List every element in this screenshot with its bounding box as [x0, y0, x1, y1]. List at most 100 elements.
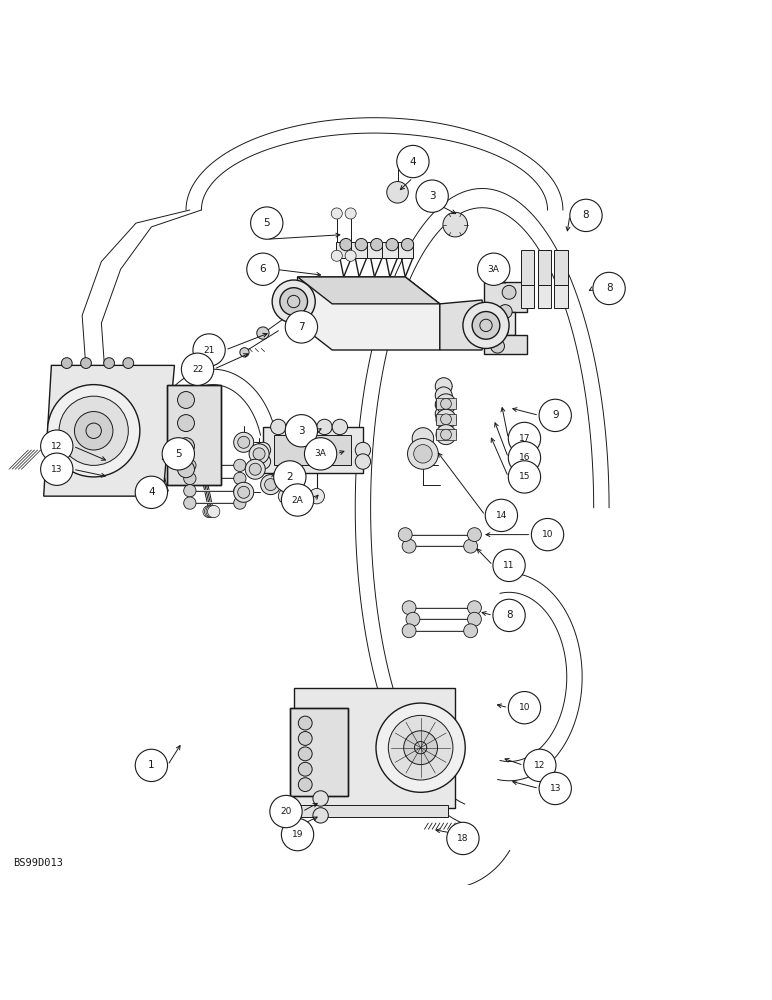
Circle shape — [376, 703, 466, 792]
Circle shape — [249, 463, 261, 475]
Bar — [367, 242, 382, 258]
Text: 4: 4 — [410, 157, 416, 167]
Circle shape — [271, 419, 286, 435]
Circle shape — [191, 452, 204, 464]
Circle shape — [435, 405, 452, 422]
Circle shape — [135, 749, 168, 782]
Circle shape — [184, 459, 196, 472]
Circle shape — [317, 419, 332, 435]
Text: 9: 9 — [552, 410, 558, 420]
Circle shape — [508, 442, 540, 474]
Polygon shape — [297, 277, 440, 304]
Bar — [351, 242, 367, 258]
Circle shape — [468, 601, 482, 615]
Circle shape — [206, 505, 218, 518]
Circle shape — [486, 499, 517, 532]
Circle shape — [406, 612, 420, 626]
Circle shape — [401, 238, 414, 251]
Circle shape — [388, 715, 453, 780]
Polygon shape — [44, 365, 174, 496]
Bar — [398, 242, 413, 258]
Circle shape — [279, 288, 307, 315]
Circle shape — [345, 208, 356, 219]
Circle shape — [441, 398, 452, 409]
Circle shape — [261, 475, 280, 495]
Circle shape — [593, 272, 625, 305]
Circle shape — [80, 358, 91, 368]
Circle shape — [273, 280, 315, 323]
Circle shape — [59, 396, 128, 465]
Circle shape — [414, 445, 432, 463]
Circle shape — [463, 302, 509, 348]
Circle shape — [436, 394, 456, 414]
Text: 18: 18 — [457, 834, 469, 843]
Circle shape — [508, 422, 540, 455]
Bar — [537, 250, 551, 285]
Circle shape — [208, 505, 220, 518]
Circle shape — [253, 448, 265, 460]
Text: 11: 11 — [503, 561, 515, 570]
Circle shape — [387, 182, 408, 203]
Circle shape — [184, 485, 196, 497]
Text: 3: 3 — [428, 191, 435, 201]
Polygon shape — [293, 688, 455, 808]
Text: 3A: 3A — [488, 265, 499, 274]
Text: 4: 4 — [148, 487, 154, 497]
Circle shape — [441, 429, 452, 440]
Bar — [263, 427, 363, 473]
Circle shape — [397, 145, 429, 178]
Circle shape — [494, 324, 508, 338]
Circle shape — [203, 505, 215, 518]
Text: 15: 15 — [519, 472, 530, 481]
Circle shape — [270, 795, 302, 828]
Circle shape — [234, 472, 246, 485]
Text: 1: 1 — [148, 760, 154, 770]
Circle shape — [441, 414, 452, 425]
Circle shape — [123, 358, 134, 368]
Circle shape — [443, 212, 468, 237]
Circle shape — [298, 716, 312, 730]
Circle shape — [472, 312, 499, 339]
Circle shape — [298, 778, 312, 792]
Circle shape — [265, 479, 276, 491]
Circle shape — [435, 387, 452, 404]
Circle shape — [281, 818, 313, 851]
Circle shape — [468, 612, 482, 626]
Circle shape — [74, 412, 113, 450]
Circle shape — [41, 430, 73, 462]
Circle shape — [184, 497, 196, 509]
Circle shape — [304, 438, 337, 470]
Circle shape — [184, 472, 196, 485]
Text: 5: 5 — [263, 218, 270, 228]
Text: 10: 10 — [542, 530, 554, 539]
Text: 19: 19 — [292, 830, 303, 839]
Circle shape — [402, 601, 416, 615]
Text: 2: 2 — [286, 472, 293, 482]
Circle shape — [178, 415, 195, 432]
Circle shape — [251, 207, 283, 239]
Circle shape — [205, 505, 217, 518]
Circle shape — [331, 208, 342, 219]
Text: 8: 8 — [606, 283, 612, 293]
Bar — [290, 708, 347, 796]
Circle shape — [408, 438, 438, 469]
Circle shape — [493, 599, 525, 632]
Circle shape — [62, 358, 72, 368]
Circle shape — [181, 353, 214, 385]
Circle shape — [281, 484, 313, 516]
Bar — [382, 242, 398, 258]
Circle shape — [301, 419, 317, 435]
Bar — [485, 312, 515, 335]
Circle shape — [249, 444, 269, 464]
Circle shape — [234, 482, 254, 502]
Circle shape — [435, 396, 452, 413]
Circle shape — [313, 808, 328, 823]
Circle shape — [355, 238, 367, 251]
Circle shape — [355, 442, 371, 458]
Circle shape — [539, 399, 571, 432]
Circle shape — [279, 488, 293, 504]
Text: 16: 16 — [519, 453, 530, 462]
Circle shape — [331, 250, 342, 261]
Text: 3A: 3A — [315, 449, 327, 458]
Circle shape — [355, 454, 371, 469]
